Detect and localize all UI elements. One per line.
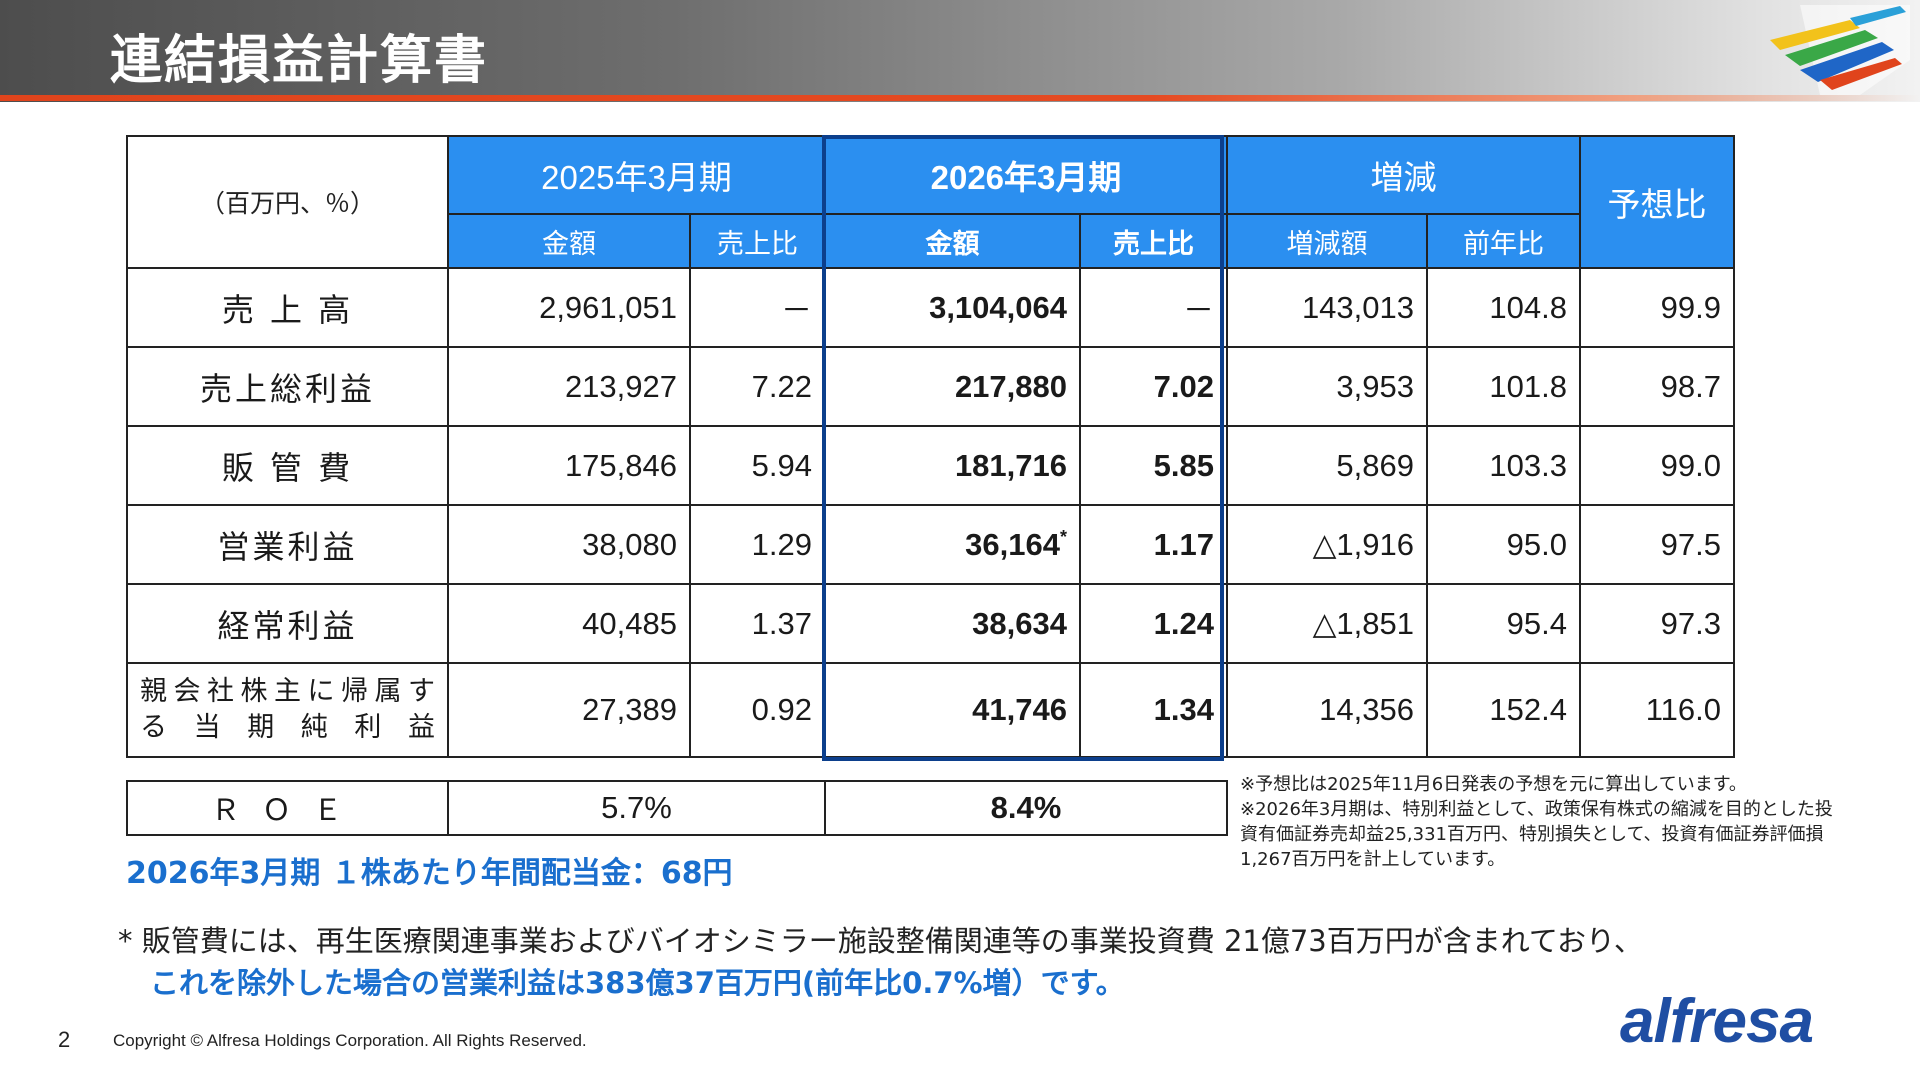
cell-curr-ratio: 7.02 — [1079, 346, 1228, 427]
cell-prev-amount: 38,080 — [447, 504, 691, 585]
group-header-prev: 2025年3月期 — [447, 135, 826, 215]
cell-change-amount: △1,916 — [1226, 504, 1428, 585]
roe-table: ＲＯＥ 5.7% 8.4% — [126, 780, 1228, 836]
table-row: 経常利益 40,485 1.37 38,634 1.24 △1,851 95.4… — [126, 583, 1735, 664]
footnote-line1: * 販管費には、再生医療関連事業およびバイオシミラー施設整備関連等の事業投資費 … — [118, 924, 1643, 958]
row-label: 経常利益 — [126, 583, 449, 664]
cell-prev-ratio: 5.94 — [689, 425, 826, 506]
cell-yoy: 103.3 — [1426, 425, 1581, 506]
cell-yoy: 101.8 — [1426, 346, 1581, 427]
cell-prev-amount: 40,485 — [447, 583, 691, 664]
cell-yoy: 152.4 — [1426, 662, 1581, 758]
row-label: 親会社株主に帰属す る当期純利益 — [126, 662, 449, 758]
cell-forecast: 98.7 — [1579, 346, 1735, 427]
subheader-prev-amount: 金額 — [447, 213, 691, 269]
cell-curr-amount: 36,164* — [824, 504, 1081, 585]
subheader-prev-ratio: 売上比 — [689, 213, 826, 269]
income-statement-table: （百万円、％） 2025年3月期 2026年3月期 増減 予想比 金額 売上比 … — [126, 135, 1735, 758]
cell-curr-amount: 217,880 — [824, 346, 1081, 427]
footnote-line2: これを除外した場合の営業利益は383億37百万円(前年比0.7%増）です。 — [150, 966, 1125, 1000]
cell-prev-ratio: － — [689, 267, 826, 348]
cell-curr-ratio: 1.17 — [1079, 504, 1228, 585]
alfresa-logo: alfresa — [1620, 987, 1814, 1056]
table-row: 営業利益 38,080 1.29 36,164* 1.17 △1,916 95.… — [126, 504, 1735, 585]
header-accent-rule — [0, 95, 1920, 101]
cell-yoy: 95.0 — [1426, 504, 1581, 585]
cell-curr-ratio: 1.34 — [1079, 662, 1228, 758]
page-title: 連結損益計算書 — [110, 31, 489, 91]
cell-prev-ratio: 1.37 — [689, 583, 826, 664]
cell-change-amount: 143,013 — [1226, 267, 1428, 348]
curr-amount-value: 36,164 — [965, 526, 1060, 562]
cell-prev-ratio: 7.22 — [689, 346, 826, 427]
cell-curr-ratio: 5.85 — [1079, 425, 1228, 506]
copyright-text: Copyright © Alfresa Holdings Corporation… — [113, 1031, 587, 1050]
cell-prev-amount: 2,961,051 — [447, 267, 691, 348]
row-label: 販 管 費 — [126, 425, 449, 506]
header-bar: 連結損益計算書 — [0, 0, 1920, 102]
roe-curr: 8.4% — [824, 780, 1228, 836]
subheader-change-amount: 増減額 — [1226, 213, 1428, 269]
cell-yoy: 95.4 — [1426, 583, 1581, 664]
subheader-curr-amount: 金額 — [824, 213, 1081, 269]
page-number: 2 — [58, 1027, 71, 1052]
cell-curr-amount: 41,746 — [824, 662, 1081, 758]
dividend-note: 2026年3月期 １株あたり年間配当金：68円 — [126, 856, 733, 891]
cell-change-amount: 3,953 — [1226, 346, 1428, 427]
unit-label: （百万円、％） — [126, 135, 449, 269]
subheader-change-yoy: 前年比 — [1426, 213, 1581, 269]
roe-label: ＲＯＥ — [126, 780, 449, 836]
row-label-line1: 親会社株主に帰属す — [140, 676, 435, 707]
roe-prev: 5.7% — [447, 780, 826, 836]
cell-forecast: 99.0 — [1579, 425, 1735, 506]
cell-prev-ratio: 1.29 — [689, 504, 826, 585]
cell-yoy: 104.8 — [1426, 267, 1581, 348]
cell-curr-amount: 38,634 — [824, 583, 1081, 664]
cell-change-amount: △1,851 — [1226, 583, 1428, 664]
colorful-stripes-icon — [1770, 5, 1910, 95]
cell-forecast: 97.3 — [1579, 583, 1735, 664]
cell-prev-amount: 27,389 — [447, 662, 691, 758]
cell-curr-amount: 181,716 — [824, 425, 1081, 506]
cell-forecast: 99.9 — [1579, 267, 1735, 348]
row-label: 売 上 高 — [126, 267, 449, 348]
row-label: 売上総利益 — [126, 346, 449, 427]
cell-prev-ratio: 0.92 — [689, 662, 826, 758]
cell-curr-ratio: － — [1079, 267, 1228, 348]
footnote-asterisk: * — [1059, 526, 1067, 547]
side-notes: ※予想比は2025年11月6日発表の予想を元に算出しています。 ※2026年3月… — [1240, 772, 1840, 872]
row-label-line2: る当期純利益 — [140, 712, 435, 743]
subheader-curr-ratio: 売上比 — [1079, 213, 1228, 269]
group-header-change: 増減 — [1226, 135, 1581, 215]
row-label: 営業利益 — [126, 504, 449, 585]
side-note-special-items: ※2026年3月期は、特別利益として、政策保有株式の縮減を目的とした投資有価証券… — [1240, 799, 1833, 870]
cell-curr-amount: 3,104,064 — [824, 267, 1081, 348]
table-row: ＲＯＥ 5.7% 8.4% — [126, 780, 1228, 836]
group-header-curr: 2026年3月期 — [824, 135, 1228, 215]
group-header-forecast: 予想比 — [1579, 135, 1735, 269]
cell-forecast: 116.0 — [1579, 662, 1735, 758]
cell-change-amount: 14,356 — [1226, 662, 1428, 758]
table-row: 売 上 高 2,961,051 － 3,104,064 － 143,013 10… — [126, 267, 1735, 348]
cell-prev-amount: 175,846 — [447, 425, 691, 506]
table-row: 親会社株主に帰属す る当期純利益 27,389 0.92 41,746 1.34… — [126, 662, 1735, 758]
cell-curr-ratio: 1.24 — [1079, 583, 1228, 664]
cell-prev-amount: 213,927 — [447, 346, 691, 427]
table-row: 販 管 費 175,846 5.94 181,716 5.85 5,869 10… — [126, 425, 1735, 506]
cell-forecast: 97.5 — [1579, 504, 1735, 585]
cell-change-amount: 5,869 — [1226, 425, 1428, 506]
side-note-forecast: ※予想比は2025年11月6日発表の予想を元に算出しています。 — [1240, 774, 1747, 795]
table-row: 売上総利益 213,927 7.22 217,880 7.02 3,953 10… — [126, 346, 1735, 427]
